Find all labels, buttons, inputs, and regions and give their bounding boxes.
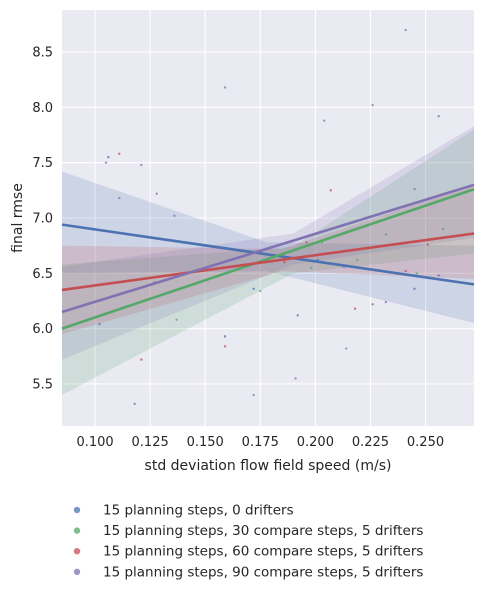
y-tick-labels: 5.5 6.0 6.5 7.0 7.5 8.0 8.5 [32, 46, 53, 393]
scatter-point [427, 243, 429, 245]
scatter-point [354, 308, 356, 310]
x-tick-label: 0.250 [407, 435, 444, 450]
scatter-point [107, 156, 109, 158]
legend-marker [74, 527, 80, 533]
y-tick-label: 7.0 [32, 212, 53, 227]
x-tick-label: 0.150 [187, 435, 224, 450]
scatter-point [323, 119, 325, 121]
x-tick-label: 0.200 [297, 435, 334, 450]
scatter-point [118, 197, 120, 199]
scatter-point [252, 288, 254, 290]
scatter-point [140, 358, 142, 360]
x-tick-label: 0.125 [132, 435, 169, 450]
scatter-point [175, 319, 177, 321]
scatter-point [140, 164, 142, 166]
scatter-point [297, 314, 299, 316]
legend-marker [74, 548, 80, 554]
scatter-point [438, 115, 440, 117]
y-tick-label: 7.5 [32, 156, 53, 171]
x-tick-label: 0.225 [352, 435, 389, 450]
scatter-point [224, 335, 226, 337]
scatter-point [371, 303, 373, 305]
scatter-point [356, 259, 358, 261]
scatter-point [118, 153, 120, 155]
x-axis-label: std deviation flow field speed (m/s) [145, 458, 392, 474]
scatter-point [416, 272, 418, 274]
scatter-point [156, 192, 158, 194]
scatter-point [98, 323, 100, 325]
scatter-point [330, 189, 332, 191]
scatter-point [305, 241, 307, 243]
scatter-point [371, 104, 373, 106]
scatter-point [105, 161, 107, 163]
legend-entry-label: 15 planning steps, 30 compare steps, 5 d… [103, 523, 423, 539]
scatter-point [413, 288, 415, 290]
scatter-point [345, 347, 347, 349]
scatter-point [134, 403, 136, 405]
scatter-point [385, 301, 387, 303]
legend-entry-label: 15 planning steps, 0 drifters [103, 503, 294, 519]
scatter-point [310, 267, 312, 269]
legend-marker [74, 569, 80, 575]
scatter-point [252, 394, 254, 396]
x-tick-label: 0.100 [76, 435, 113, 450]
y-tick-label: 8.0 [32, 101, 53, 116]
scatter-point [438, 274, 440, 276]
scatter-point [283, 261, 285, 263]
legend: 15 planning steps, 0 drifters 15 planning… [74, 503, 424, 581]
legend-entry-label: 15 planning steps, 60 compare steps, 5 d… [103, 544, 423, 560]
y-tick-label: 6.0 [32, 322, 53, 337]
x-tick-label: 0.175 [242, 435, 279, 450]
scatter-point [405, 29, 407, 31]
scatter-point [442, 228, 444, 230]
scatter-point [173, 215, 175, 217]
scatter-point [413, 188, 415, 190]
scatter-point [294, 377, 296, 379]
y-axis-label: final rmse [10, 183, 26, 253]
legend-entry-label: 15 planning steps, 90 compare steps, 5 d… [103, 564, 423, 580]
y-tick-label: 8.5 [32, 46, 53, 61]
scatter-point [259, 290, 261, 292]
scatter-point [385, 233, 387, 235]
legend-marker [74, 507, 80, 513]
scatter-point [224, 86, 226, 88]
scatter-point [224, 345, 226, 347]
scatter-point [405, 270, 407, 272]
y-tick-label: 5.5 [32, 377, 53, 392]
y-tick-label: 6.5 [32, 267, 53, 282]
x-tick-labels: 0.100 0.125 0.150 0.175 0.200 0.225 0.250 [76, 435, 444, 450]
